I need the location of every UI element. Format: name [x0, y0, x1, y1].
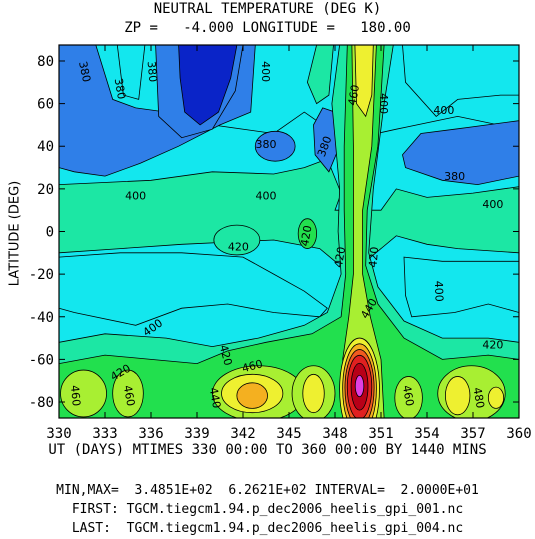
- contour-band-420: [59, 158, 519, 262]
- x-tick-label: 348: [322, 426, 347, 442]
- contour-label: 420: [298, 224, 314, 247]
- contour-band-420: [306, 45, 334, 105]
- contour-label: 420: [482, 338, 503, 351]
- contour-fill-layer: [59, 45, 519, 418]
- contour-band-380: [254, 130, 296, 162]
- chart-subtitle: ZP = -4.000 LONGITUDE = 180.00: [124, 20, 411, 36]
- contour-band-480: [354, 45, 374, 118]
- contour-label: 420: [366, 246, 381, 268]
- contour-label: 480: [470, 386, 486, 409]
- contour-label: 420: [217, 343, 235, 367]
- y-tick-label: -20: [29, 267, 54, 283]
- footer-minmax: MIN,MAX= 3.4851E+02 6.2621E+02 INTERVAL=…: [56, 483, 479, 498]
- x-tick-label: 330: [46, 426, 71, 442]
- x-tick-label: 342: [230, 426, 255, 442]
- y-tick-label: -40: [29, 310, 54, 326]
- x-tick-label: 333: [92, 426, 117, 442]
- x-tick-label: 354: [414, 426, 439, 442]
- contour-label: 460: [346, 84, 362, 107]
- footer-first-file: FIRST: TGCM.tiegcm1.94.p_dec2006_heelis_…: [71, 502, 464, 517]
- contour-label: 400: [125, 189, 146, 202]
- contour-label: 380: [256, 138, 277, 151]
- contour-label: 380: [112, 77, 128, 100]
- contour-label: 400: [256, 189, 277, 202]
- contour-band-400: [402, 45, 519, 117]
- x-tick-label: 357: [460, 426, 485, 442]
- y-tick-label: 0: [46, 225, 54, 241]
- y-tick-label: 40: [37, 139, 54, 155]
- contour-band-480: [444, 376, 471, 416]
- contour-band-380: [402, 120, 519, 186]
- contour-label: 400: [432, 280, 446, 301]
- contour-band-480: [487, 386, 505, 409]
- contour-label: 420: [332, 246, 348, 269]
- contour-band-460: [112, 369, 144, 418]
- y-tick-label: -60: [29, 352, 54, 368]
- contour-band-400: [403, 256, 519, 318]
- y-tick-label: 60: [37, 97, 54, 113]
- x-tick-label: 339: [184, 426, 209, 442]
- contour-band-460: [60, 369, 107, 418]
- x-tick-label: 351: [368, 426, 393, 442]
- contour-label: 460: [68, 385, 83, 407]
- chart-title: NEUTRAL TEMPERATURE (DEG K): [153, 1, 382, 17]
- y-tick-label: 80: [37, 54, 54, 70]
- contour-label: 400: [259, 61, 272, 82]
- x-tick-label: 360: [506, 426, 531, 442]
- y-tick-label: -80: [29, 395, 54, 411]
- tick-layer: 330 333 336 339 342 345 348 351 354 357 360 -80 -60 -…: [29, 45, 532, 442]
- y-axis-title: LATITUDE (DEG): [7, 180, 23, 287]
- contour-band-440: [297, 218, 317, 249]
- contour-label: 420: [228, 240, 249, 253]
- contour-band-420: [59, 45, 519, 418]
- contour-label: 380: [444, 170, 465, 183]
- contour-label: 380: [76, 60, 93, 83]
- x-tick-label: 345: [276, 426, 301, 442]
- contour-band-400: [116, 45, 146, 100]
- contour-band-500: [236, 382, 268, 409]
- x-axis-title: UT (DAYS) MTIMES 330 00:00 TO 360 00:00 …: [48, 442, 487, 458]
- contour-label: 400: [433, 104, 454, 117]
- contour-label: 380: [145, 61, 160, 83]
- contour-label: 460: [121, 384, 137, 407]
- contour-label: 400: [377, 93, 390, 114]
- contour-band-480: [302, 373, 325, 414]
- contour-band-420: [213, 224, 261, 256]
- contour-label: 400: [482, 198, 503, 211]
- x-tick-label: 336: [138, 426, 163, 442]
- contour-band-360: [178, 45, 238, 126]
- contour-label: 440: [207, 386, 223, 409]
- contour-band-460: [342, 45, 385, 418]
- footer-last-file: LAST: TGCM.tiegcm1.94.p_dec2006_heelis_g…: [71, 521, 464, 536]
- contour-band-hot-5: [354, 374, 365, 398]
- contour-label: 460: [241, 357, 265, 375]
- y-tick-label: 20: [37, 182, 54, 198]
- contour-label: 460: [400, 384, 416, 407]
- contour-band-460: [394, 376, 423, 418]
